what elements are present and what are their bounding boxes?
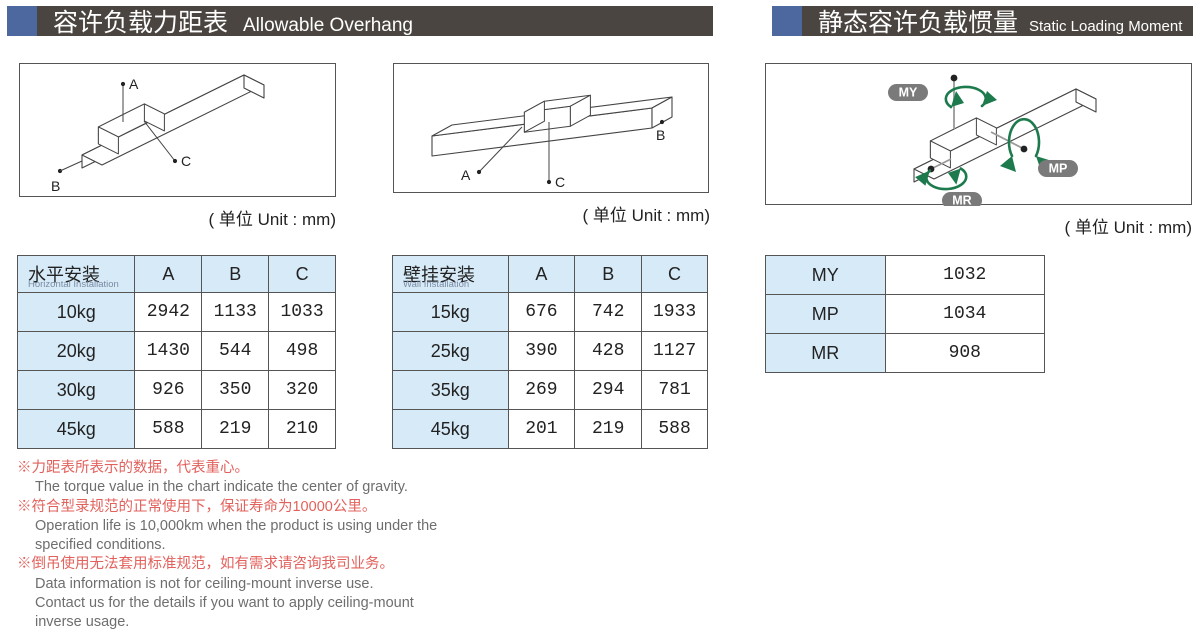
svg-text:MR: MR <box>952 194 971 207</box>
svg-text:B: B <box>656 127 665 143</box>
svg-text:C: C <box>181 153 191 169</box>
svg-text:C: C <box>555 174 565 190</box>
svg-text:MP: MP <box>1049 162 1068 176</box>
svg-text:MY: MY <box>899 86 918 100</box>
svg-text:B: B <box>51 178 60 194</box>
svg-text:A: A <box>129 76 139 92</box>
svg-text:A: A <box>461 167 471 183</box>
